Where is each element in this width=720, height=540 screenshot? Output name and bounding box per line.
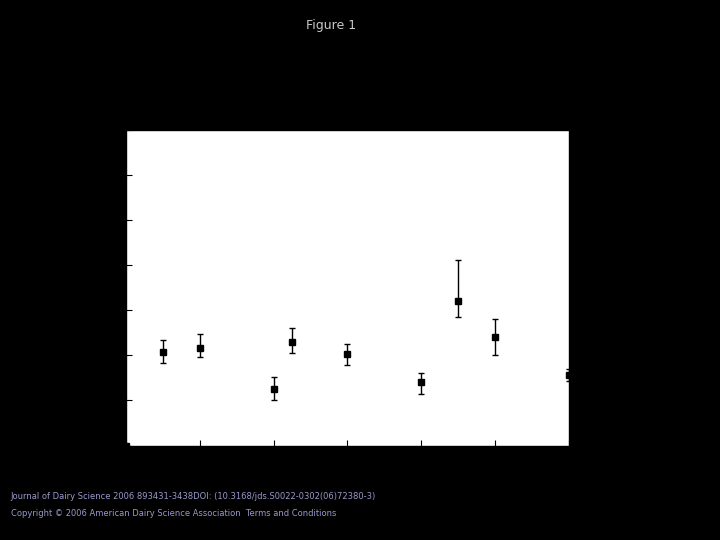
Y-axis label: Concentration, μg/mL: Concentration, μg/mL (85, 220, 98, 355)
X-axis label: Time after initial treatment, h: Time after initial treatment, h (242, 466, 453, 479)
Text: Copyright © 2006 American Dairy Science Association  Terms and Conditions: Copyright © 2006 American Dairy Science … (11, 509, 336, 518)
Text: Journal of Dairy Science 2006 893431-3438DOI: (10.3168/jds.S0022-0302(06)72380-3: Journal of Dairy Science 2006 893431-343… (11, 492, 376, 501)
Text: Figure 1: Figure 1 (306, 19, 356, 32)
